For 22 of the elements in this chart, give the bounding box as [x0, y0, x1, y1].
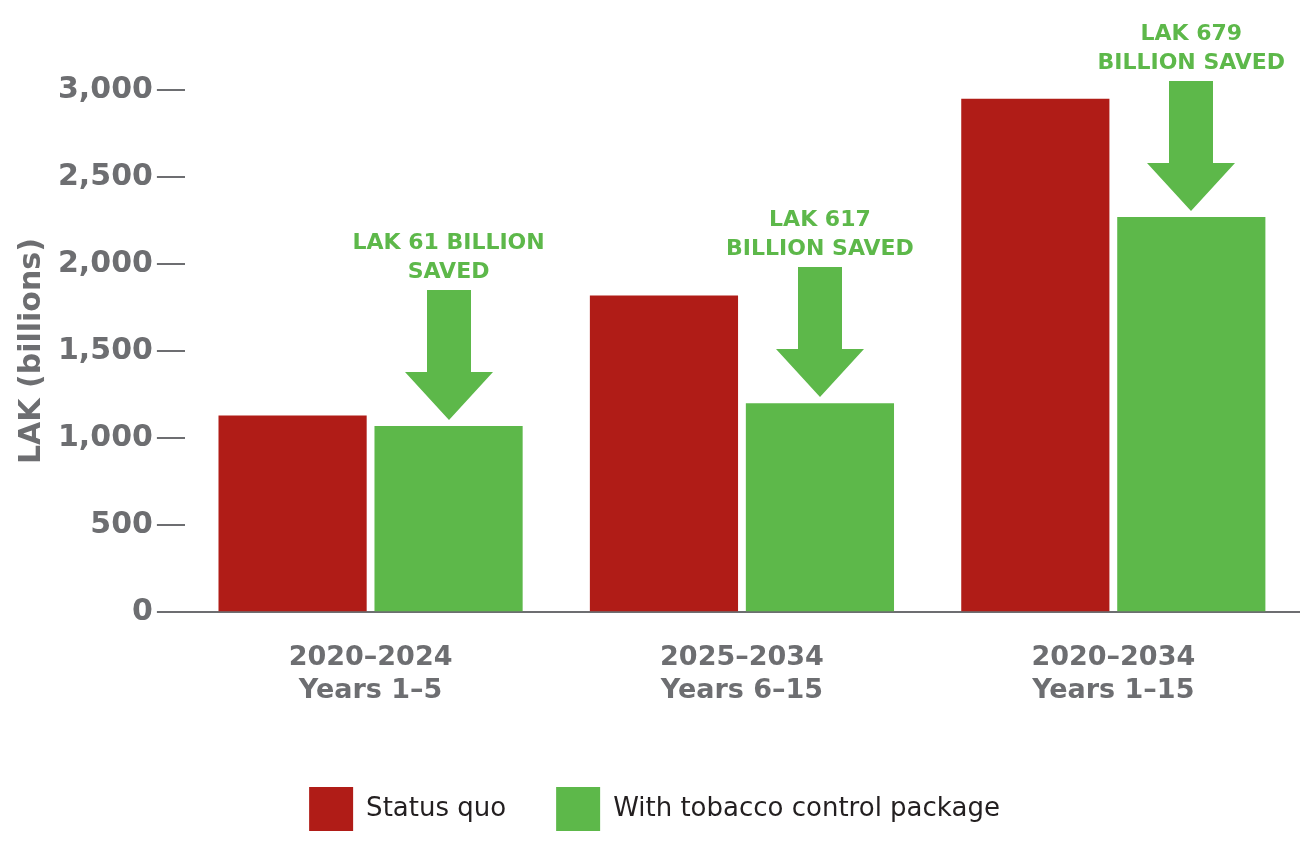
x-tick-label: 2020–2024 Years 1–5: [288, 640, 453, 704]
annotation: LAK 617 BILLION SAVED: [726, 206, 914, 261]
legend-label: Status quo: [366, 791, 507, 822]
y-tick-label: 1,000: [57, 417, 153, 453]
text: LAK 679 BILLION SAVED: [1097, 20, 1286, 75]
annotation: LAK 61 BILLION SAVED: [352, 228, 545, 283]
y-tick-label: 2,500: [57, 156, 153, 192]
y-axis-title: LAK (billions): [11, 238, 47, 465]
y-tick-label: 1,500: [57, 330, 153, 366]
y-tick-label: 500: [90, 504, 153, 540]
y-tick-label: 3,000: [57, 69, 153, 105]
bar: [745, 403, 895, 612]
x-tick-label: 2025–2034 Years 6–15: [659, 640, 824, 704]
x-tick-label: 2020–2034 Years 1–15: [1031, 640, 1196, 704]
bar: [374, 425, 523, 612]
legend-label: With tobacco control package: [613, 791, 1000, 822]
bar: [218, 415, 367, 612]
bar: [589, 295, 739, 612]
y-tick-label: 0: [132, 592, 153, 627]
bar: [961, 98, 1110, 612]
y-tick-label: 2,000: [57, 243, 153, 279]
bar: [1117, 217, 1266, 612]
